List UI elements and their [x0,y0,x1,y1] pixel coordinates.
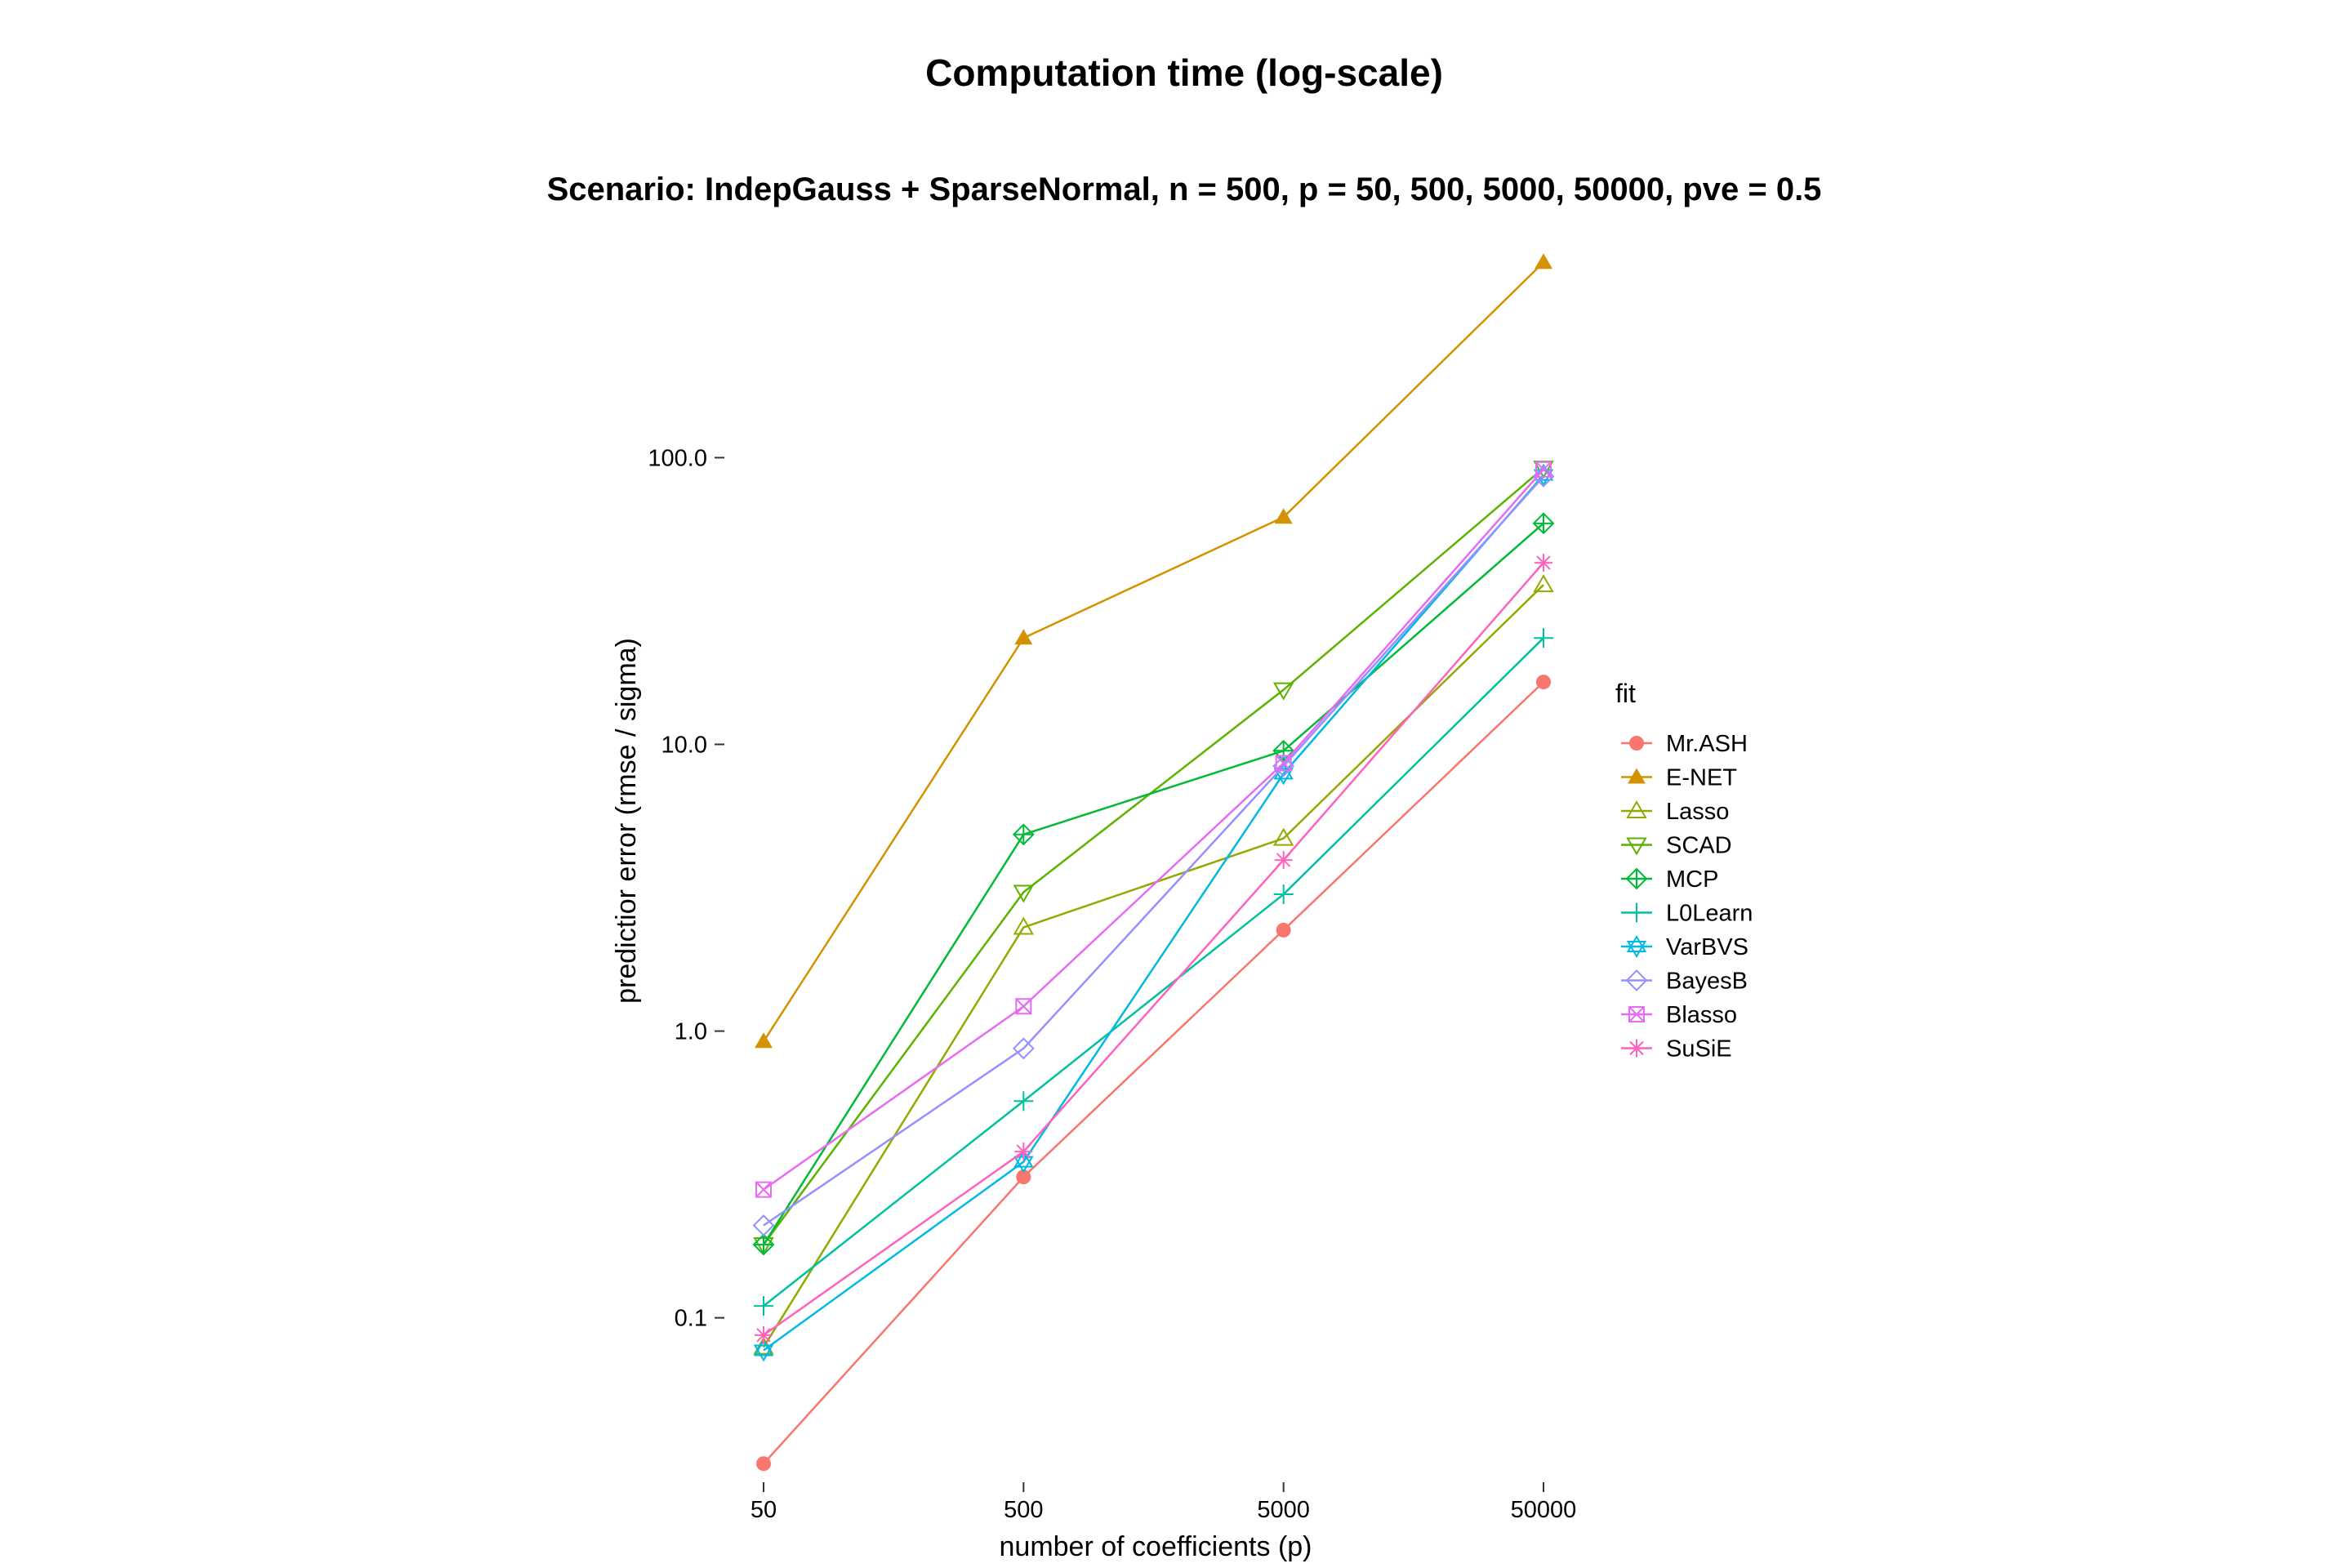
data-point-susie [755,1325,773,1344]
legend-item-lasso: Lasso [1621,799,1729,825]
data-point-susie [1014,1143,1033,1161]
data-point-l0learn [1013,1091,1034,1111]
legend-key-marker [1626,800,1647,818]
legend-label: E-NET [1666,765,1737,791]
x-axis-label: number of coefficients (p) [1000,1531,1312,1562]
legend-item-susie: SuSiE [1621,1036,1732,1062]
legend-key-marker [1625,969,1648,991]
x-tick-label: 5000 [1257,1497,1310,1523]
data-point-blasso [1015,998,1032,1015]
data-point-l0learn [1273,884,1294,905]
axes: 0.1 1.0 10.0 100.0 50 500 5000 50000 [648,445,1576,1523]
legend-item-scad: SCAD [1621,833,1732,859]
data-point-susie [1274,851,1293,870]
data-point-susie [1535,554,1552,572]
legend-label: Blasso [1666,1002,1737,1028]
legend-key-marker [1628,1006,1645,1022]
data-point-mcp [752,1233,775,1256]
legend-label: SCAD [1666,833,1732,859]
data-point-mr-ash [756,1456,771,1472]
series-lasso [753,574,1554,1355]
series-mcp [752,512,1555,1256]
data-point-varbvs [753,1339,774,1362]
legend-label: MCP [1666,866,1718,893]
legend-item-blasso: Blasso [1621,1002,1737,1028]
legend-label: Mr.ASH [1666,731,1748,757]
data-point-mr-ash [1016,1169,1031,1185]
data-point-blasso [1275,755,1292,772]
data-point-scad [1272,682,1294,701]
legend-key-marker [1625,867,1648,890]
data-point-scad [1013,884,1035,903]
series-e-net [755,253,1552,1049]
legend-item-mr-ash: Mr.ASH [1621,731,1748,757]
series-line-scad [762,467,1544,1245]
data-point-mcp [1012,823,1035,846]
series-line-l0learn [763,637,1544,1307]
y-tick-label: 1.0 [675,1019,707,1045]
series-mr-ash [756,675,1551,1472]
legend-item-mcp: MCP [1621,866,1718,893]
data-point-mr-ash [1536,675,1551,690]
series-bayesb [752,465,1555,1236]
series-line-varbvs [763,474,1544,1352]
legend-key-marker [1626,837,1647,856]
legend-label: VarBVS [1666,934,1748,960]
legend-title: fit [1615,679,1636,708]
series-scad [753,461,1554,1256]
y-tick-label: 10.0 [662,732,707,758]
data-point-l0learn [754,1296,773,1316]
data-point-l0learn [1534,628,1553,648]
data-point-mr-ash [1276,922,1291,938]
data-point-mcp [1532,512,1555,535]
legend-key-marker [1629,736,1644,751]
x-tick-label: 50000 [1511,1497,1577,1523]
data-point-bayesb [1012,1037,1035,1060]
legend-item-e-net: E-NET [1621,765,1737,791]
x-tick-label: 50 [751,1497,777,1523]
legend-label: L0Learn [1666,901,1753,927]
data-point-e-net [1535,253,1552,270]
legend-key-marker [1627,902,1646,923]
chart-title: Computation time (log-scale) [925,51,1443,94]
legend-label: SuSiE [1666,1036,1732,1062]
legend: fit Mr.ASH E-NET Lasso SCAD MCP L0Learn VarBVS… [1615,679,1753,1062]
legend-item-l0learn: L0Learn [1621,901,1753,927]
series-line-blasso [763,468,1544,1191]
series-l0learn [754,628,1553,1316]
legend-key-marker [1626,935,1647,958]
series-line-mr-ash [763,681,1544,1465]
y-tick-label: 100.0 [648,445,707,471]
legend-label: BayesB [1666,969,1748,995]
series-susie [755,554,1552,1344]
legend-item-varbvs: VarBVS [1621,934,1748,960]
y-tick-label: 0.1 [675,1306,707,1332]
legend-key-marker [1628,768,1646,784]
data-point-blasso [755,1181,772,1198]
data-point-e-net [1274,508,1293,524]
series-line-e-net [762,261,1544,1042]
data-point-lasso [1013,916,1035,935]
data-point-bayesb [752,1214,775,1236]
chart-subtitle: Scenario: IndepGauss + SparseNormal, n =… [547,172,1822,207]
series-blasso [755,461,1552,1198]
data-point-lasso [1533,574,1554,593]
series-line-mcp [762,522,1544,1245]
data-point-lasso [1272,827,1294,846]
data-point-blasso [1535,461,1552,478]
data-point-e-net [755,1032,773,1049]
series-layer [752,253,1555,1472]
legend-item-bayesb: BayesB [1621,969,1748,995]
series-line-bayesb [763,475,1544,1227]
x-tick-label: 500 [1004,1497,1043,1523]
data-point-e-net [1014,629,1033,645]
series-line-susie [763,562,1544,1336]
legend-key-marker [1628,1039,1646,1058]
legend-label: Lasso [1666,799,1729,825]
y-axis-label: predictior error (rmse / sigma) [611,638,642,1004]
